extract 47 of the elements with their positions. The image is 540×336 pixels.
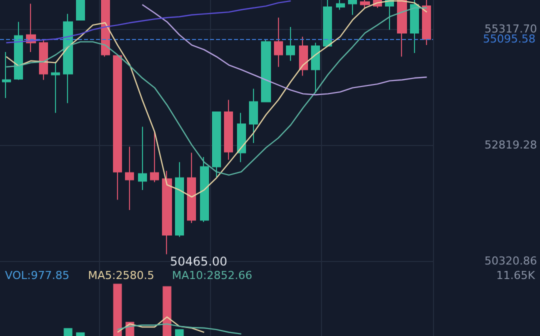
candlestick: [2, 52, 11, 99]
candlestick: [422, 0, 431, 46]
candlestick: [323, 0, 332, 46]
candlestick: [237, 112, 246, 163]
line-series: [6, 0, 292, 44]
ref-line-label: 55095.58: [483, 32, 536, 46]
annotation: 50465.00: [170, 254, 228, 268]
candlestick: [311, 42, 320, 94]
candlestick: [286, 26, 295, 62]
candlestick: [162, 170, 172, 255]
candlestick: [63, 13, 73, 104]
bar: [113, 284, 122, 336]
candlestick: [187, 152, 196, 224]
candlestick: [212, 111, 221, 178]
text: 11.65K: [496, 269, 536, 282]
bar: [162, 286, 172, 336]
candlestick: [360, 0, 370, 8]
candlestick: [51, 61, 60, 114]
candlestick: [299, 36, 308, 76]
line-series: [142, 4, 428, 96]
candlestick: [76, 0, 85, 20]
y-tick-label: 52819.28: [484, 138, 537, 152]
candlestick: [249, 88, 258, 144]
y-tick-label: 55317.70: [484, 22, 537, 36]
candlestick: [261, 38, 271, 102]
text: VOL:977.85: [5, 269, 70, 282]
candlestick: [113, 55, 122, 200]
candlestick: [200, 156, 209, 223]
candlestick: [175, 162, 184, 238]
candlestick: [397, 0, 407, 58]
candlestick: [348, 0, 357, 16]
candlestick: [150, 131, 159, 183]
candlestick: [336, 0, 345, 10]
text: MA10:2852.66: [172, 269, 252, 282]
bar: [76, 332, 85, 336]
candlestick: [138, 126, 147, 190]
candlestick: [125, 146, 134, 210]
bar: [175, 329, 184, 336]
bar: [64, 328, 72, 336]
candlestick: [224, 99, 233, 160]
candlestick: [101, 0, 110, 58]
candlestick: [14, 21, 23, 80]
text: MA5:2580.5: [88, 269, 154, 282]
candlestick: [274, 17, 283, 68]
candlestick: [410, 0, 419, 54]
candlestick: [39, 39, 48, 80]
y-tick-label: 50320.86: [484, 254, 537, 268]
